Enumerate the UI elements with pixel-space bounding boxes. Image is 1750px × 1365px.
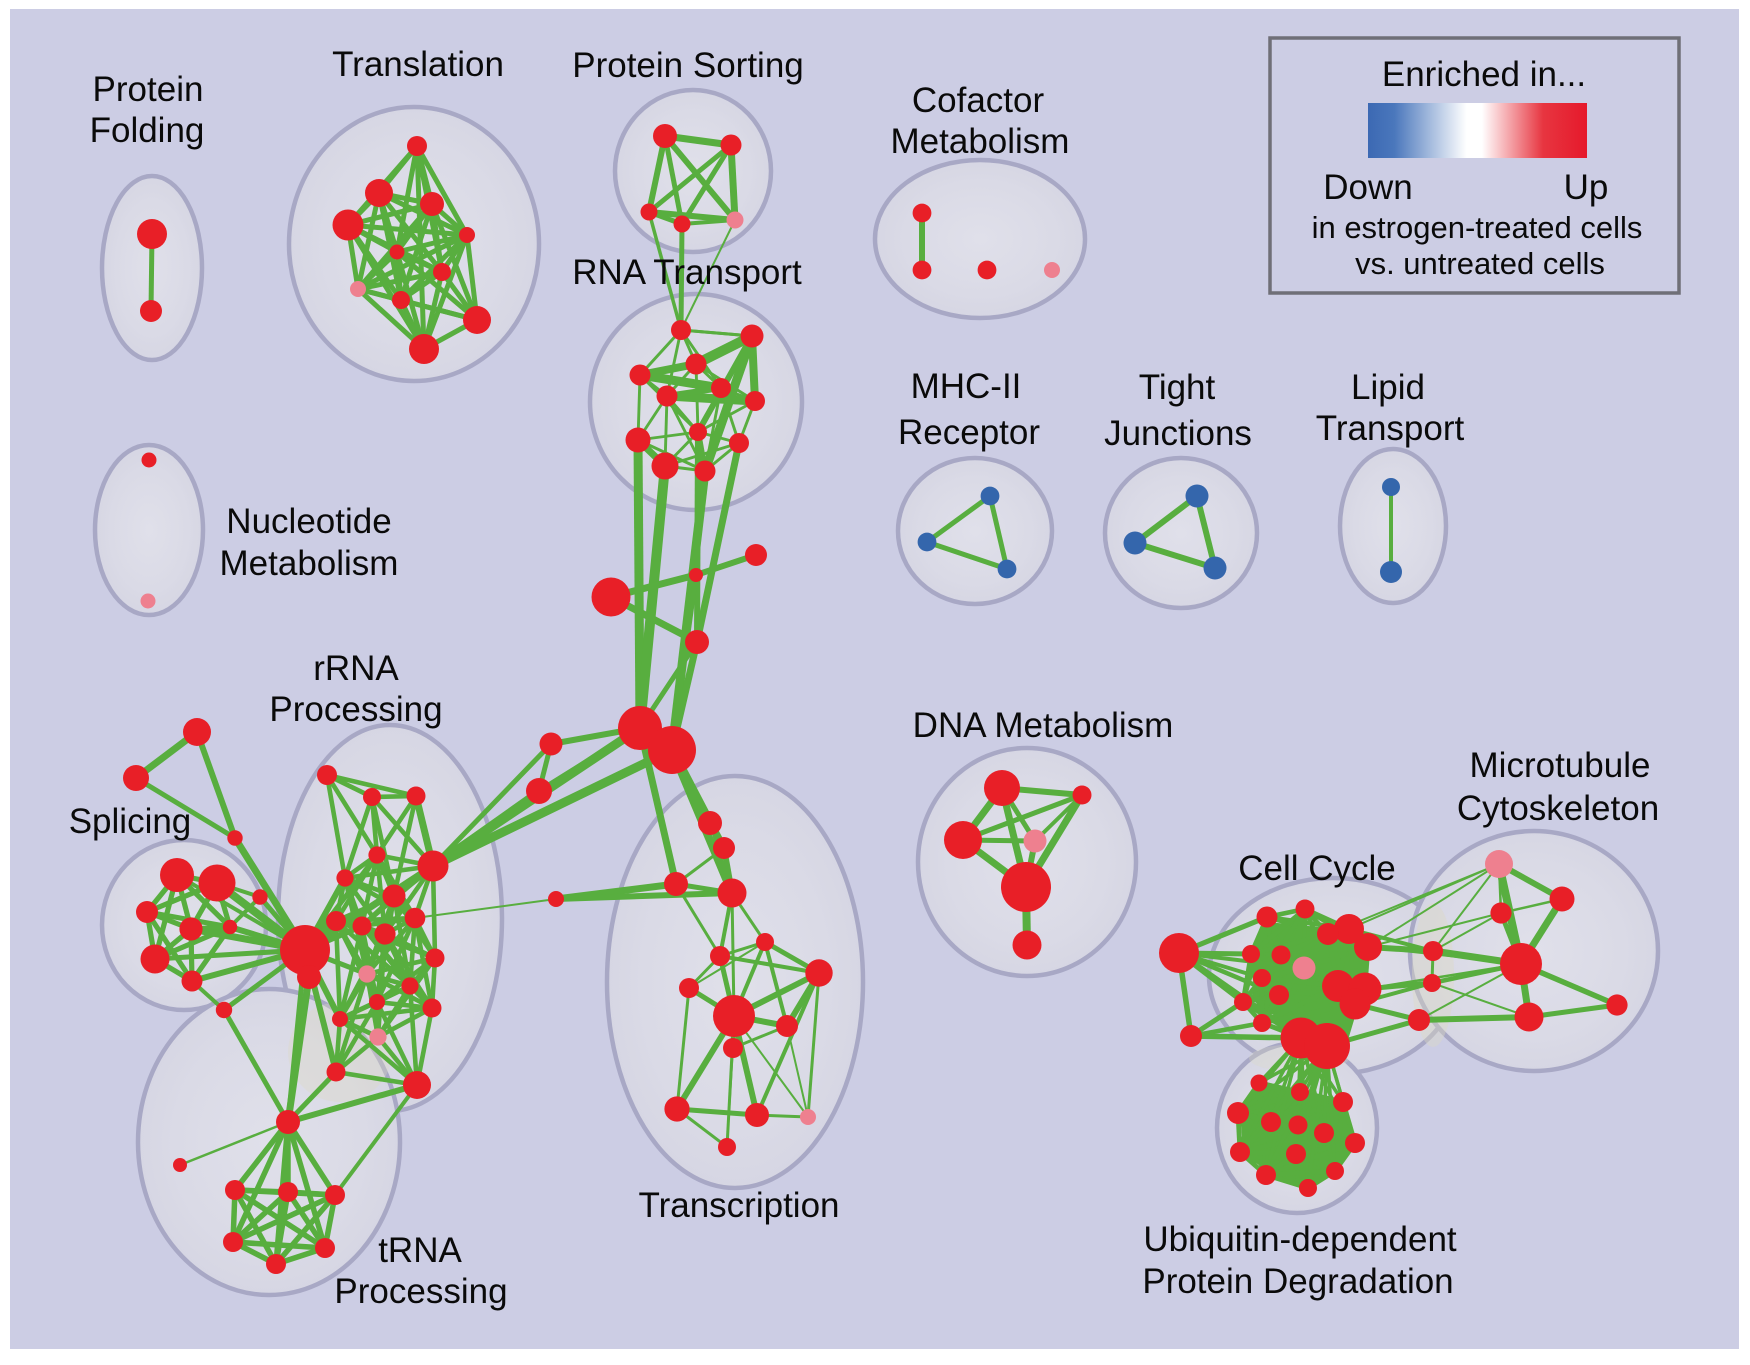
svg-text:Cytoskeleton: Cytoskeleton xyxy=(1457,789,1659,828)
svg-text:Metabolism: Metabolism xyxy=(220,544,399,583)
svg-text:Processing: Processing xyxy=(334,1272,507,1311)
svg-text:Translation: Translation xyxy=(332,45,504,84)
svg-text:Microtubule: Microtubule xyxy=(1470,746,1651,785)
svg-text:Cell Cycle: Cell Cycle xyxy=(1238,849,1396,888)
svg-text:in estrogen-treated cells: in estrogen-treated cells xyxy=(1312,210,1643,245)
svg-text:Transcription: Transcription xyxy=(639,1186,840,1225)
svg-text:Receptor: Receptor xyxy=(898,413,1040,452)
svg-text:DNA Metabolism: DNA Metabolism xyxy=(913,706,1174,745)
svg-text:Lipid: Lipid xyxy=(1351,368,1425,407)
svg-text:Protein Degradation: Protein Degradation xyxy=(1142,1262,1453,1301)
svg-text:Ubiquitin-dependent: Ubiquitin-dependent xyxy=(1143,1220,1457,1259)
svg-text:RNA Transport: RNA Transport xyxy=(572,253,802,292)
svg-text:Up: Up xyxy=(1564,168,1609,207)
svg-text:Processing: Processing xyxy=(269,690,442,729)
svg-text:Enriched in...: Enriched in... xyxy=(1382,55,1586,94)
svg-text:Splicing: Splicing xyxy=(69,802,192,841)
svg-text:Down: Down xyxy=(1323,168,1412,207)
svg-text:rRNA: rRNA xyxy=(313,649,399,688)
svg-text:Protein: Protein xyxy=(93,70,204,109)
svg-text:Cofactor: Cofactor xyxy=(912,81,1045,120)
svg-text:Transport: Transport xyxy=(1316,409,1465,448)
svg-text:tRNA: tRNA xyxy=(378,1231,462,1270)
svg-text:Metabolism: Metabolism xyxy=(891,122,1070,161)
svg-text:vs. untreated cells: vs. untreated cells xyxy=(1355,246,1605,281)
svg-text:Junctions: Junctions xyxy=(1104,414,1252,453)
svg-text:MHC-II: MHC-II xyxy=(911,367,1022,406)
svg-text:Nucleotide: Nucleotide xyxy=(226,502,391,541)
svg-text:Tight: Tight xyxy=(1139,368,1216,407)
svg-text:Folding: Folding xyxy=(90,111,205,150)
svg-text:Protein Sorting: Protein Sorting xyxy=(572,46,804,85)
